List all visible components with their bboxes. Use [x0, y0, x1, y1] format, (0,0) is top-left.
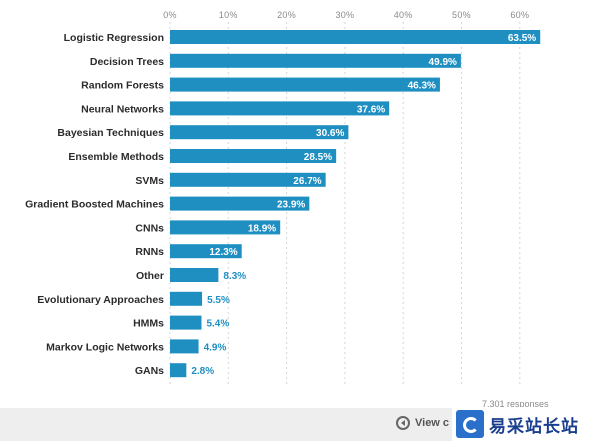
bar	[170, 268, 219, 282]
x-tick-label: 20%	[277, 10, 296, 20]
x-tick-label: 10%	[219, 10, 238, 20]
bar	[170, 125, 349, 140]
category-label: Ensemble Methods	[68, 151, 164, 163]
x-tick-label: 50%	[452, 10, 471, 20]
back-arrow-icon	[396, 416, 410, 430]
category-label: Gradient Boosted Machines	[25, 199, 164, 211]
bar	[170, 30, 541, 44]
value-label: 18.9%	[248, 223, 276, 234]
bar	[170, 315, 202, 330]
category-label: SVMs	[135, 175, 164, 187]
category-label: Bayesian Techniques	[57, 127, 164, 139]
category-label: HMMs	[133, 318, 164, 330]
value-label: 28.5%	[304, 152, 332, 163]
category-label: Other	[136, 270, 164, 282]
value-label: 26.7%	[293, 176, 321, 187]
bar	[170, 220, 281, 235]
bar	[170, 363, 187, 378]
responses-count: 7,301 responses	[482, 399, 549, 409]
x-tick-label: 0%	[163, 10, 177, 20]
watermark-logo-icon	[456, 410, 484, 438]
value-label: 5.5%	[207, 295, 230, 306]
value-label: 63.5%	[508, 33, 536, 44]
value-label: 2.8%	[191, 366, 214, 377]
value-label: 23.9%	[277, 200, 305, 211]
value-label: 49.9%	[429, 57, 457, 68]
bar	[170, 291, 203, 306]
x-tick-label: 60%	[510, 10, 529, 20]
category-label: GANs	[135, 365, 164, 377]
value-label: 5.4%	[206, 319, 229, 330]
value-label: 37.6%	[357, 104, 385, 115]
bar	[170, 149, 337, 163]
x-tick-label: 40%	[394, 10, 413, 20]
value-label: 8.3%	[223, 271, 246, 282]
bar	[170, 196, 310, 211]
category-label: RNNs	[135, 246, 164, 258]
category-label: CNNs	[135, 222, 164, 234]
bar	[170, 339, 199, 354]
value-label: 4.9%	[204, 342, 227, 353]
view-button-label: View c	[415, 417, 450, 429]
category-label: Logistic Regression	[64, 32, 164, 44]
category-label: Random Forests	[81, 80, 164, 92]
category-label: Evolutionary Approaches	[37, 294, 164, 306]
watermark-text: 易采站长站	[489, 416, 579, 436]
bar	[170, 77, 440, 92]
bar	[170, 172, 326, 187]
value-label: 46.3%	[408, 81, 436, 92]
x-tick-label: 30%	[335, 10, 354, 20]
value-label: 12.3%	[209, 247, 237, 258]
category-label: Decision Trees	[90, 56, 164, 68]
bar	[170, 53, 461, 68]
bar	[170, 244, 242, 259]
watermark: 易采站长站	[452, 407, 590, 441]
value-label: 30.6%	[316, 128, 344, 139]
view-comments-button[interactable]: View c	[396, 414, 449, 432]
category-label: Neural Networks	[81, 103, 164, 115]
category-label: Markov Logic Networks	[46, 341, 164, 353]
bar	[170, 101, 390, 116]
